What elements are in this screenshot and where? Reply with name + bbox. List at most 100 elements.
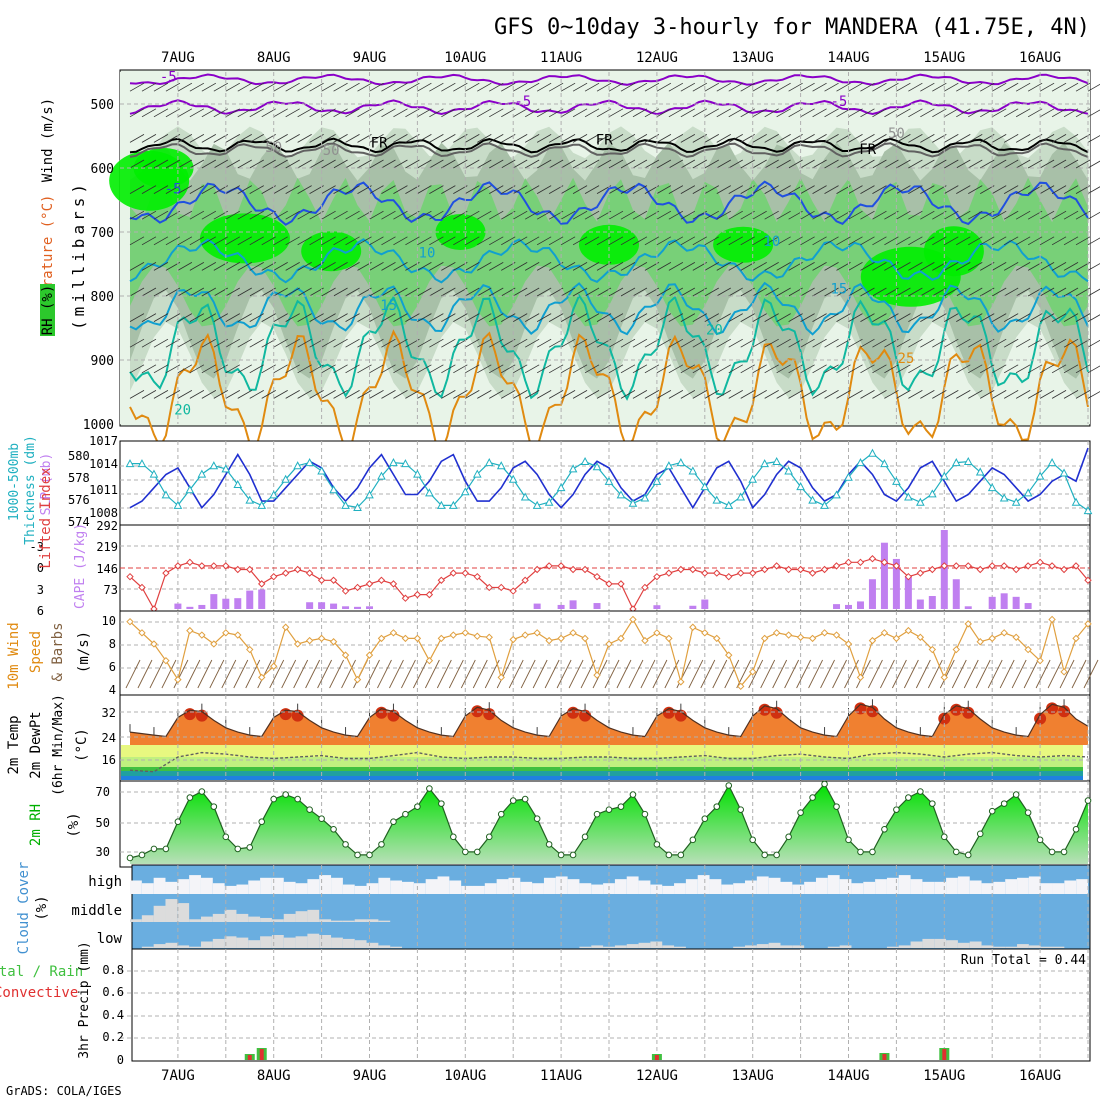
wind-speed-point [844,640,853,648]
wind-barb [345,313,360,322]
wind-barb [800,287,815,297]
wind-barb [584,262,600,271]
wind-speed-point [329,638,338,646]
cape-bar [988,596,996,609]
wind-barb [956,108,971,118]
dewpoint-bands [121,745,1083,780]
wind-barb [1003,210,1019,220]
wind-barb [285,313,300,322]
wind-barb [548,82,564,92]
wind-speed-point [808,634,817,643]
wind-barb [560,134,576,143]
cloud-bar-high [709,879,722,894]
thickness-point [305,458,314,467]
wind-barb [596,313,612,322]
cloud-bar-middle [200,916,213,922]
cloud-bar-high [567,879,580,894]
wind-barb [812,313,827,322]
wind-speed-point [760,634,769,643]
wind-barb [153,210,169,220]
wind-barb [177,134,193,143]
cloud-bar-high [969,880,982,894]
wind-barb [1039,236,1055,246]
wind-barb [393,134,408,143]
wind-barb [1039,262,1055,271]
wind-barb [572,108,588,118]
wind-barb [477,338,492,348]
lifted-index-point [198,562,206,570]
wind-barb [1063,313,1079,322]
cloud-bar-low [141,946,154,948]
wind-barb [584,390,600,399]
wind-barb [860,108,875,118]
wind-barb [920,236,935,246]
wind10m-barb [436,659,452,689]
lifted-index-point [413,590,422,599]
wind-barb [441,236,456,246]
lifted-index-point [258,580,266,588]
cloud-bar-low [354,940,367,948]
wind-barb [381,236,396,246]
wind-barb [429,82,444,92]
wind-barb [237,364,252,374]
wind-barb [393,236,408,246]
rh-point [689,836,697,844]
rh-point [162,845,170,853]
wind-barb [261,313,276,322]
wind-barb [584,82,600,92]
cloud-bar-low [614,945,627,948]
cloud-bar-middle [378,920,391,922]
wind-speed-point [569,629,577,637]
wind10m-barb [808,659,823,689]
wind-barb [1027,313,1043,322]
wind-barb [824,262,839,271]
wind-barb [189,390,205,399]
wind-barb [656,134,672,143]
cloud-bar-high [1052,883,1065,894]
li-tick: -3 [30,540,44,554]
wind-barb [153,185,169,194]
wind-barb [572,338,588,348]
rh-point [138,851,146,859]
cloud-bar-middle [366,919,379,922]
rh-point [1048,848,1056,856]
wind-barb [524,185,540,194]
wind-barb [764,364,779,374]
wind-barb [345,390,360,399]
wind-barb [369,82,384,92]
wind-barb [968,236,983,246]
wind-speed-point [617,634,625,643]
wind-barb [920,287,935,297]
wind-barb [524,262,540,271]
wind-barb [848,134,863,143]
wind-barb [608,134,624,143]
wind-barb [776,185,791,194]
cloud-bar-high [650,884,663,894]
slp-frame [119,440,1091,526]
contour-label: FR [596,132,613,148]
thickness-point [580,457,590,466]
precip-panel: 0.80.60.40.20 Run Total = 0.44 Total / R… [0,941,1091,1067]
lifted-index-point [497,583,505,592]
cloud-bar-high [260,877,272,894]
wind-barb [213,390,229,399]
wind-barb [189,82,205,92]
wind-barb [129,185,145,194]
rh-point [917,788,924,795]
bottom-day-label: 15AUG [923,1068,965,1084]
rh-point [450,833,457,841]
wind-barb [560,236,576,246]
wind-barb [536,185,552,194]
wind-barb [716,108,731,118]
rh-legend-swatch [40,284,55,336]
cloud-bar-high [402,881,414,894]
wind-speed-point [820,629,829,637]
wind-barb [429,262,444,271]
wind-barb [333,287,348,297]
wind-barb [285,134,300,143]
wind-barb [405,82,420,92]
wind-barb [524,236,540,246]
wind-barb [189,185,205,194]
wind-barb [968,338,983,348]
wind-barb [189,364,205,374]
